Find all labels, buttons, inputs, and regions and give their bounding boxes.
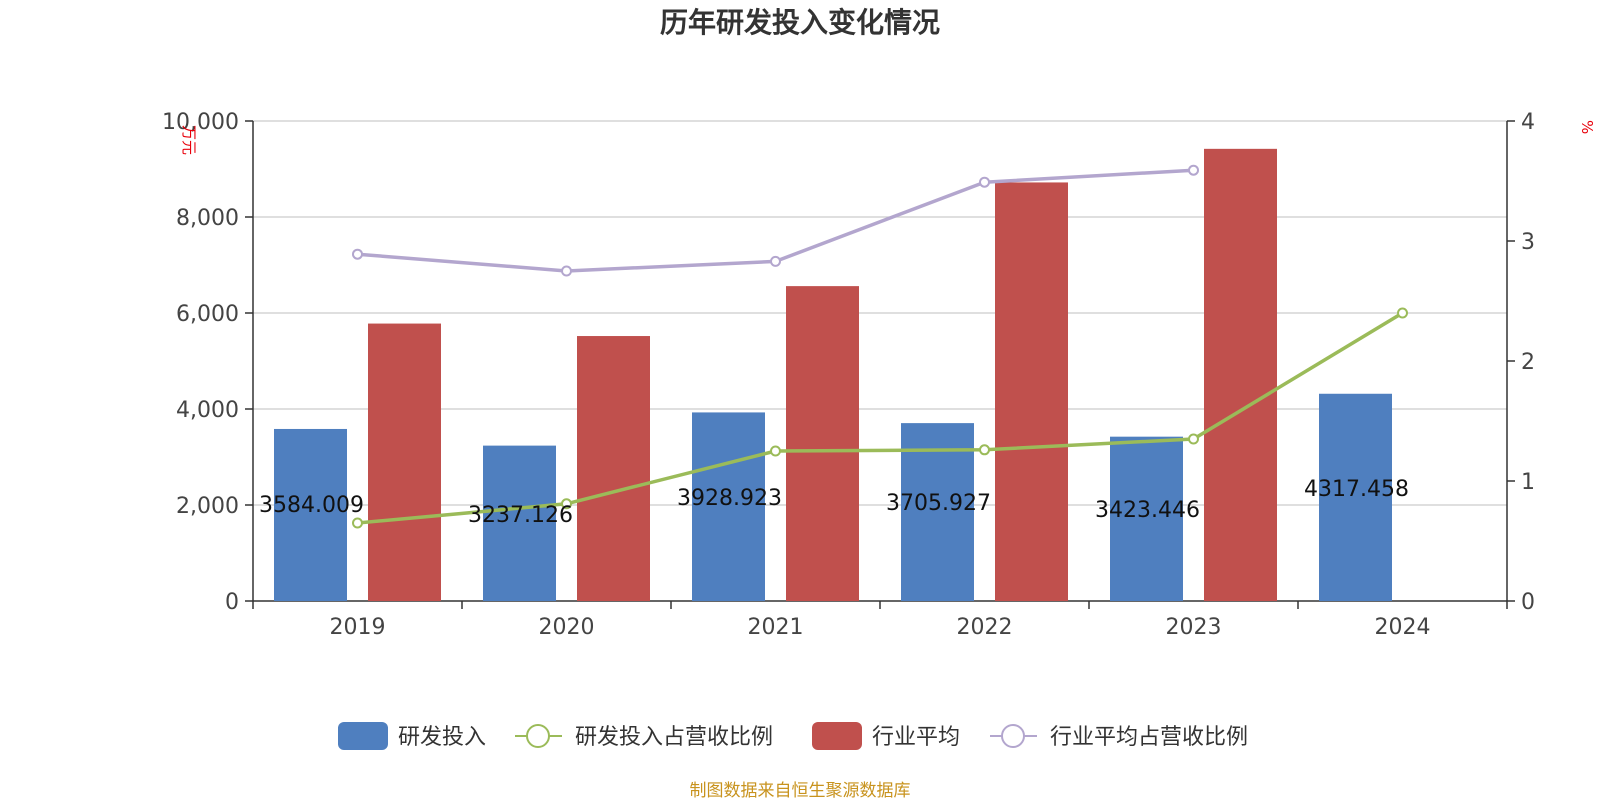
left-axis-tick-label: 6,000 [176,302,239,327]
chart-title: 历年研发投入变化情况 [660,6,940,39]
legend-label-rd-ratio: 研发投入占营收比例 [575,725,773,750]
bars [274,148,1392,601]
data-label: 3928.923 [677,486,782,511]
point-rd-ratio [352,517,363,529]
legend-swatch-industry-average [812,722,862,750]
right-axis-tick-label: 1 [1521,470,1535,495]
x-axis-tick-label: 2019 [330,615,386,640]
legend-label-industry-ratio: 行业平均占营收比例 [1050,725,1248,750]
left-axis-tick-label: 10,000 [162,110,239,135]
right-axis-unit: % [1578,120,1596,134]
bar-industry-average [577,336,650,601]
point-rd-ratio [1188,433,1199,445]
data-label: 3584.009 [259,493,364,518]
x-axis-tick-label: 2021 [748,615,804,640]
grid [253,120,1507,506]
left-axis-tick-label: 2,000 [176,494,239,519]
axes: 0 2,000 4,000 6,000 8,000 10,000 0 1 2 3 4 2019 2020… [162,110,1535,640]
data-labels: 3584.009 3237.126 3928.923 3705.927 3423.446… [259,477,1409,528]
data-label: 4317.458 [1304,477,1409,502]
point-industry-ratio [352,248,363,260]
data-label: 3423.446 [1095,498,1200,523]
bar-rd-investment [692,412,765,601]
right-axis-tick-label: 0 [1521,590,1535,615]
data-label: 3237.126 [468,503,573,528]
right-axis-tick-label: 4 [1521,110,1535,135]
x-axis-tick-label: 2024 [1375,615,1431,640]
bar-industry-average [1204,148,1277,601]
legend-label-industry-average: 行业平均 [872,725,960,750]
left-axis-tick-label: 0 [225,590,239,615]
point-industry-ratio [1188,164,1199,176]
lines [352,164,1408,529]
point-industry-ratio [561,265,572,277]
left-axis-tick-label: 4,000 [176,398,239,423]
legend-marker-industry-ratio [1001,724,1025,748]
line-rd-ratio [357,311,1404,525]
x-axis-tick-label: 2020 [539,615,595,640]
point-rd-ratio [770,445,781,457]
bar-industry-average [368,323,441,601]
point-rd-ratio [561,498,572,510]
point-rd-ratio [979,444,990,456]
left-axis-unit: 万元 [180,125,198,155]
source-note: 制图数据来自恒生聚源数据库 [690,781,911,800]
legend-swatch-rd-investment [338,722,388,750]
bar-rd-investment [901,423,974,601]
legend: 研发投入 研发投入占营收比例 行业平均 行业平均占营收比例 [338,722,1248,750]
bar-rd-investment [483,445,556,601]
bar-industry-average [995,182,1068,601]
bar-rd-investment [1319,393,1392,601]
legend-marker-rd-ratio [526,724,550,748]
right-axis-tick-label: 2 [1521,350,1535,375]
bar-rd-investment [274,428,347,601]
left-axis-tick-label: 8,000 [176,206,239,231]
bar-industry-average [786,286,859,601]
legend-label-rd-investment: 研发投入 [398,725,486,750]
bar-rd-investment [1110,436,1183,601]
data-label: 3705.927 [886,491,991,516]
x-axis-tick-label: 2023 [1166,615,1222,640]
right-axis-tick-label: 3 [1521,230,1535,255]
point-industry-ratio [770,255,781,267]
x-axis-tick-label: 2022 [957,615,1013,640]
line-industry-ratio [357,168,1194,273]
point-industry-ratio [979,176,990,188]
point-rd-ratio [1397,307,1408,319]
